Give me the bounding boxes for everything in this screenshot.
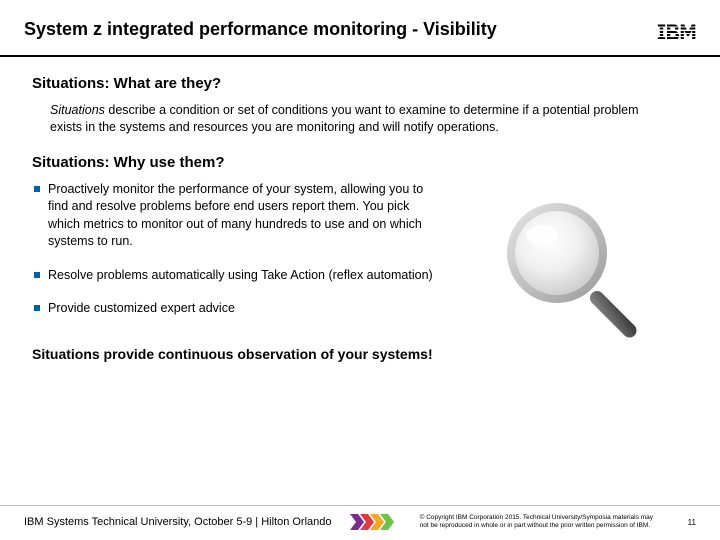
why-bullets: Proactively monitor the performance of y… <box>34 181 688 318</box>
slide-footer: IBM Systems Technical University, Octobe… <box>0 505 720 532</box>
footer-copyright: © Copyright IBM Corporation 2015. Techni… <box>420 514 660 530</box>
what-paragraph: Situations describe a condition or set o… <box>50 102 670 136</box>
slide-header: System z integrated performance monitori… <box>24 18 696 55</box>
bullet-item: Resolve problems automatically using Tak… <box>34 267 674 285</box>
slide-title: System z integrated performance monitori… <box>24 18 497 41</box>
bullet-item: Provide customized expert advice <box>34 300 674 318</box>
what-rest: describe a condition or set of condition… <box>50 103 639 134</box>
slide: System z integrated performance monitori… <box>0 0 720 540</box>
page-number: 11 <box>688 518 696 527</box>
ibm-logo: IBM <box>657 18 696 47</box>
bullet-item: Proactively monitor the performance of y… <box>34 181 434 251</box>
what-em: Situations <box>50 103 105 117</box>
slide-content: Situations: What are they? Situations de… <box>24 57 696 362</box>
section-heading-what: Situations: What are they? <box>32 75 688 92</box>
footer-event: IBM Systems Technical University, Octobe… <box>24 516 332 528</box>
footer-arrows-icon <box>350 512 402 532</box>
section-heading-why: Situations: Why use them? <box>32 154 688 171</box>
closing-statement: Situations provide continuous observatio… <box>32 346 688 362</box>
